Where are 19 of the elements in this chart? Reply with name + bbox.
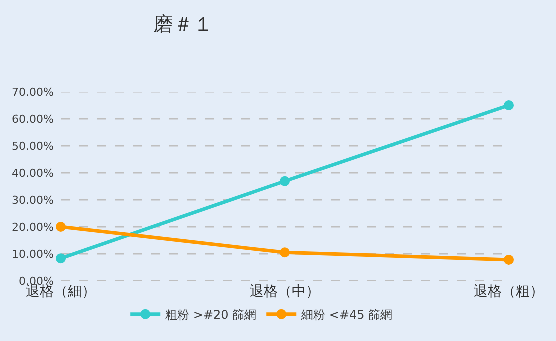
y-tick-label: 60.00% xyxy=(12,112,54,126)
y-tick-label: 70.00% xyxy=(12,86,54,99)
point xyxy=(280,176,290,186)
x-tick-label: 退格（細） xyxy=(26,284,96,300)
point xyxy=(504,254,514,265)
point xyxy=(504,100,514,110)
y-tick-label: 30.00% xyxy=(12,194,54,207)
x-tick-label: 退格（粗） xyxy=(474,284,544,300)
y-tick-label: 40.00% xyxy=(12,166,54,180)
point xyxy=(280,248,290,258)
legend-label: 細粉 <#45 篩網 xyxy=(300,308,393,322)
y-tick-label: 10.00% xyxy=(12,248,54,261)
point xyxy=(56,254,66,264)
chart-title: 磨＃１ xyxy=(153,12,214,36)
legend-label: 粗粉 >#20 篩網 xyxy=(166,308,257,322)
y-tick-label: 50.00% xyxy=(12,140,54,153)
y-tick-label: 20.00% xyxy=(12,220,54,234)
point xyxy=(56,222,66,232)
x-tick-label: 退格（中） xyxy=(250,284,320,300)
